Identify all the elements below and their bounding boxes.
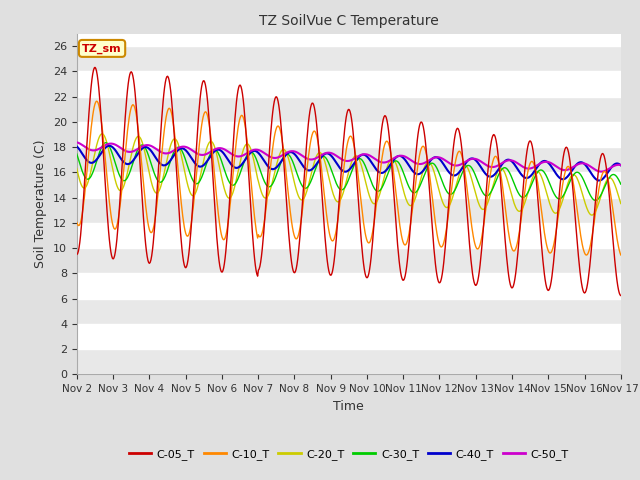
C-20_T: [588, 212, 596, 218]
C-40_T: [195, 163, 202, 169]
C-30_T: [223, 175, 231, 181]
C-10_T: [431, 220, 439, 226]
C-40_T: [617, 162, 625, 168]
Bar: [77, 46, 621, 72]
Bar: [77, 299, 621, 324]
C-20_T: [98, 131, 106, 137]
C-10_T: [93, 98, 100, 104]
C-10_T: [223, 225, 231, 230]
C-50_T: [597, 169, 605, 175]
C-10_T: [195, 148, 202, 154]
C-05_T: [73, 252, 81, 257]
C-30_T: [140, 143, 147, 148]
C-40_T: [595, 178, 603, 183]
C-05_T: [223, 230, 231, 236]
C-05_T: [617, 293, 625, 299]
C-50_T: [617, 162, 625, 168]
Bar: [77, 96, 621, 122]
C-05_T: [195, 112, 202, 118]
Line: C-30_T: C-30_T: [77, 143, 621, 200]
C-30_T: [617, 181, 625, 187]
C-30_T: [195, 180, 202, 186]
C-10_T: [140, 180, 147, 186]
C-50_T: [139, 144, 147, 149]
Title: TZ SoilVue C Temperature: TZ SoilVue C Temperature: [259, 14, 438, 28]
C-50_T: [73, 140, 81, 145]
X-axis label: Time: Time: [333, 400, 364, 413]
C-50_T: [431, 155, 438, 160]
C-50_T: [415, 161, 422, 167]
C-30_T: [83, 176, 90, 182]
Line: C-50_T: C-50_T: [77, 143, 621, 172]
Bar: [77, 198, 621, 223]
Line: C-10_T: C-10_T: [77, 101, 621, 255]
Line: C-40_T: C-40_T: [77, 146, 621, 180]
C-30_T: [102, 140, 109, 145]
Bar: [77, 147, 621, 172]
C-05_T: [416, 122, 424, 128]
C-50_T: [223, 148, 230, 154]
C-10_T: [416, 152, 424, 158]
C-20_T: [416, 180, 424, 186]
C-05_T: [431, 261, 439, 267]
C-30_T: [592, 197, 600, 203]
Line: C-05_T: C-05_T: [77, 67, 621, 296]
C-20_T: [195, 180, 202, 186]
C-10_T: [83, 172, 90, 178]
C-05_T: [140, 214, 147, 219]
C-20_T: [83, 183, 90, 189]
C-40_T: [73, 144, 81, 149]
C-20_T: [223, 194, 231, 200]
Legend: C-05_T, C-10_T, C-20_T, C-30_T, C-40_T, C-50_T: C-05_T, C-10_T, C-20_T, C-30_T, C-40_T, …: [124, 444, 573, 464]
C-20_T: [140, 144, 147, 149]
C-40_T: [140, 145, 147, 151]
C-10_T: [617, 252, 625, 258]
C-50_T: [194, 151, 202, 157]
C-40_T: [83, 157, 90, 163]
Bar: [77, 349, 621, 374]
C-05_T: [83, 145, 90, 151]
C-30_T: [73, 151, 81, 157]
C-20_T: [617, 201, 625, 206]
C-20_T: [73, 166, 81, 171]
Line: C-20_T: C-20_T: [77, 134, 621, 215]
Y-axis label: Soil Temperature (C): Soil Temperature (C): [35, 140, 47, 268]
C-30_T: [416, 184, 424, 190]
C-05_T: [91, 64, 99, 70]
C-40_T: [431, 154, 439, 160]
C-40_T: [223, 156, 231, 162]
Bar: [77, 248, 621, 274]
Text: TZ_sm: TZ_sm: [82, 43, 122, 54]
C-10_T: [73, 219, 81, 225]
C-30_T: [431, 163, 439, 168]
C-10_T: [583, 252, 591, 258]
C-40_T: [106, 143, 113, 149]
C-50_T: [83, 145, 90, 151]
C-40_T: [416, 171, 424, 177]
C-20_T: [431, 174, 439, 180]
